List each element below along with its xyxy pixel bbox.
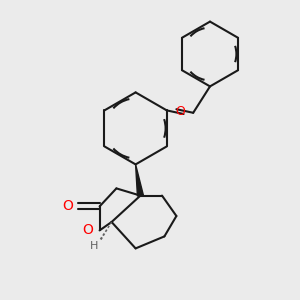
Text: O: O xyxy=(175,105,185,118)
Text: H: H xyxy=(89,241,98,251)
Polygon shape xyxy=(136,164,143,196)
Text: O: O xyxy=(62,200,73,213)
Text: O: O xyxy=(82,224,93,237)
